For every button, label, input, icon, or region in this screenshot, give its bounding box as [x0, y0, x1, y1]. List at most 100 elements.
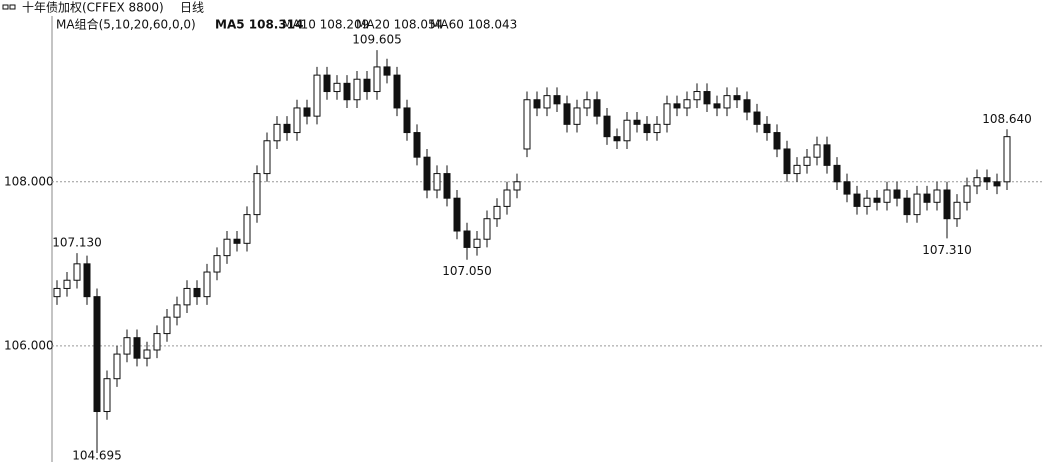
ma-legend: MA10 108.209 — [282, 18, 369, 32]
candle-body — [863, 197, 871, 207]
candle-body — [103, 378, 111, 413]
candle-body — [793, 164, 801, 175]
candle-body — [643, 123, 651, 134]
candle-body — [733, 95, 741, 101]
candle-body — [273, 123, 281, 142]
candle-body — [873, 197, 881, 203]
candle-body — [703, 91, 711, 105]
extreme-label: 108.640 — [982, 112, 1032, 126]
candle-body — [293, 107, 301, 134]
candle-body — [523, 99, 531, 150]
candle-body — [593, 99, 601, 117]
candle-body — [743, 99, 751, 113]
candle-body — [483, 218, 491, 240]
candle-body — [903, 197, 911, 216]
candle-body — [163, 316, 171, 335]
candle-body — [173, 304, 181, 318]
candle-body — [823, 144, 831, 166]
candle-body — [963, 185, 971, 203]
candle-body — [383, 66, 391, 76]
candle-body — [333, 82, 341, 93]
candle-body — [923, 193, 931, 203]
candle-body — [983, 177, 991, 183]
chart-title: 十年债加权(CFFEX 8800) — [22, 1, 164, 15]
candle-body — [473, 238, 481, 248]
candle-body — [493, 205, 501, 220]
ma-group[interactable]: MA组合(5,10,20,60,0,0) — [56, 17, 196, 32]
candle-body — [603, 115, 611, 138]
candle-body — [783, 148, 791, 175]
candle-body — [453, 197, 461, 232]
candle-body — [973, 177, 981, 187]
candle-body — [653, 123, 661, 134]
candle-body — [543, 95, 551, 109]
candle-body — [423, 156, 431, 191]
ma-legend: MA60 108.043 — [430, 18, 517, 32]
period[interactable]: 日线 — [180, 1, 204, 15]
candle-body — [113, 353, 121, 380]
candle-body — [343, 82, 351, 101]
candle-body — [683, 99, 691, 109]
candle-body — [73, 263, 81, 281]
candle-body — [63, 279, 71, 289]
candle-body — [203, 271, 211, 298]
candle-body — [263, 140, 271, 175]
extreme-label: 107.050 — [442, 264, 492, 278]
candle-body — [93, 296, 101, 413]
candle-body — [883, 189, 891, 203]
candle-body — [1003, 136, 1011, 183]
candle-body — [83, 263, 91, 298]
candle-body — [253, 173, 261, 216]
candle-body — [223, 238, 231, 257]
candle-body — [773, 132, 781, 150]
link-icon — [9, 4, 16, 10]
extreme-label: 107.130 — [52, 236, 102, 250]
candle-body — [893, 189, 901, 199]
candle-body — [133, 337, 141, 359]
candle-body — [433, 173, 441, 191]
candle-body — [443, 173, 451, 199]
candle-body — [833, 164, 841, 183]
candle-body — [153, 333, 161, 351]
extreme-label: 107.310 — [922, 243, 972, 257]
candle-body — [393, 74, 401, 109]
candle-body — [663, 103, 671, 125]
candle-body — [763, 123, 771, 134]
link-icon — [2, 4, 9, 10]
candle-body — [943, 189, 951, 220]
candle-body — [713, 103, 721, 109]
candle-body — [673, 103, 681, 109]
candle-body — [993, 181, 1001, 187]
candle-body — [803, 156, 811, 166]
candle-body — [693, 91, 701, 101]
candle-body — [813, 144, 821, 158]
ma-legend: MA5 108.314 — [215, 18, 303, 32]
candle-body — [233, 238, 241, 244]
candle-body — [373, 66, 381, 93]
candle-body — [553, 95, 561, 105]
candle-body — [613, 136, 621, 142]
candle-body — [123, 337, 131, 355]
candle-body — [313, 74, 321, 117]
ma-legend: MA20 108.054 — [356, 18, 443, 32]
candle-body — [573, 107, 581, 125]
y-tick-label: 106.000 — [4, 338, 54, 352]
candle-body — [583, 99, 591, 109]
candle-body — [463, 230, 471, 248]
candle-body — [623, 119, 631, 142]
candle-body — [953, 201, 961, 220]
candle-body — [303, 107, 311, 117]
candle-body — [193, 287, 201, 298]
header: 十年债加权(CFFEX 8800) 日线 MA组合(5,10,20,60,0,0… — [2, 1, 204, 32]
candle-body — [753, 111, 761, 125]
candle-body — [503, 189, 511, 207]
candle-body — [183, 287, 191, 306]
candle-body — [913, 193, 921, 216]
candle-body — [363, 78, 371, 93]
candle-body — [563, 103, 571, 125]
y-tick-label: 108.000 — [4, 174, 54, 188]
candle-body — [533, 99, 541, 109]
candle-body — [143, 349, 151, 359]
candle-body — [843, 181, 851, 195]
